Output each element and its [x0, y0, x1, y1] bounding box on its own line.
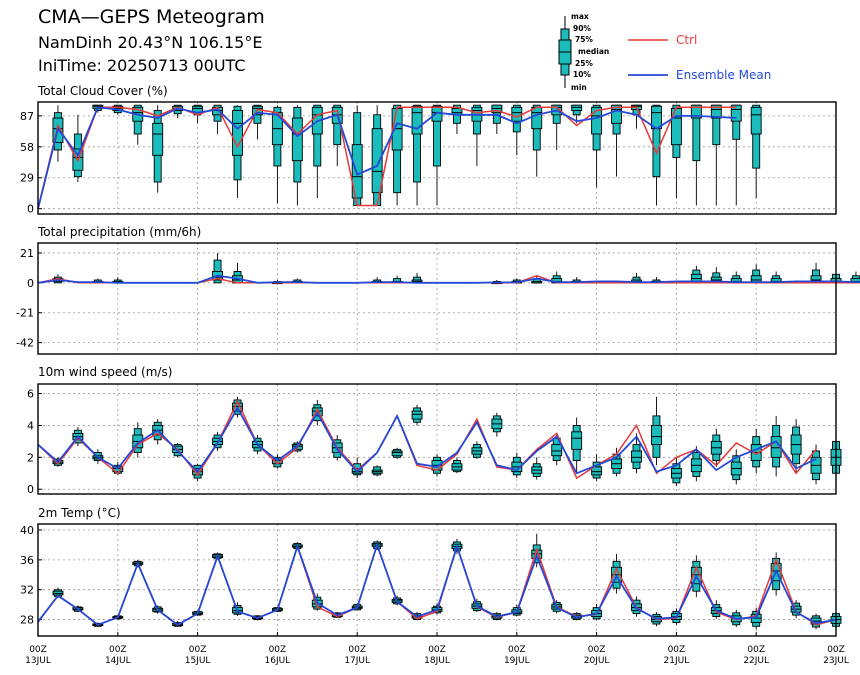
box-10-90 [433, 104, 441, 167]
box-25-75 [591, 106, 603, 135]
ensemble-mean-line [37, 542, 837, 626]
x-tick-label-hour: 00Z [588, 645, 606, 655]
box-25-75 [391, 450, 403, 457]
x-tick-label-hour: 00Z [29, 645, 47, 655]
x-tick-label-date: 22JUL [743, 656, 769, 666]
x-tick-label-date: 19JUL [504, 656, 530, 666]
x-tick-label-hour: 00Z [428, 645, 446, 655]
panel-2: 0 2 4 6 [27, 383, 842, 496]
box-25-75 [710, 104, 722, 119]
ctrl-line [37, 106, 737, 209]
panel-frame [37, 101, 837, 215]
y-tick-label: -21 [16, 307, 34, 320]
box-25-75 [411, 105, 423, 135]
box-25-75 [651, 424, 662, 446]
box-10-90 [752, 104, 761, 169]
x-tick-label-date: 15JUL [185, 656, 211, 666]
x-tick-label-hour: 00Z [508, 645, 526, 655]
y-tick-label: -42 [16, 337, 34, 350]
x-tick-label-hour: 00Z [348, 645, 366, 655]
legend-ctrl-label: Ctrl [676, 33, 697, 47]
x-tick-label-hour: 00Z [109, 645, 127, 655]
box-25-75 [551, 444, 563, 457]
panel-title-cloud: Total Cloud Cover (%) [38, 84, 168, 98]
key-label-3: median [578, 47, 609, 56]
box-10-90 [313, 104, 322, 167]
panel-frame [37, 242, 837, 355]
box-25-75 [411, 410, 423, 420]
panel-title-temp: 2m Temp (°C) [38, 506, 121, 520]
x-tick-label-date: 17JUL [344, 656, 370, 666]
box-10-90 [652, 104, 661, 178]
x-tick-label-date: 23JUL [823, 656, 849, 666]
x-tick-label-hour: 00Z [747, 645, 765, 655]
box-25-75 [690, 104, 702, 119]
y-tick-label: 87 [20, 110, 34, 123]
box-25-75 [591, 466, 603, 476]
y-tick-label: 58 [20, 141, 34, 154]
x-tick-label-date: 16JUL [265, 656, 291, 666]
y-tick-label: 6 [27, 388, 34, 401]
meteogram-title: CMA—GEPS Meteogram [38, 6, 265, 28]
key-label-5: 10% [573, 70, 591, 79]
x-tick-label-date: 13JUL [25, 656, 51, 666]
y-tick-label: 0 [27, 277, 34, 290]
y-tick-label: 29 [20, 172, 34, 185]
x-tick-label-hour: 00Z [269, 645, 287, 655]
y-tick-label: 2 [27, 451, 34, 464]
box-25-75 [631, 450, 642, 463]
y-tick-label: 21 [20, 247, 34, 260]
panel-title-wind: 10m wind speed (m/s) [38, 365, 173, 379]
x-tick-label-hour: 00Z [668, 645, 686, 655]
box-25-75 [730, 104, 742, 122]
key-label-0: max [571, 12, 589, 21]
panel-3: 28 32 36 40 [20, 523, 842, 637]
y-tick-label: 4 [27, 419, 34, 432]
box-25-75 [690, 273, 702, 282]
box-25-75 [611, 104, 622, 124]
x-tick-label-date: 14JUL [105, 656, 131, 666]
key-label-2: 75% [575, 35, 593, 44]
box-10-90 [413, 104, 421, 183]
y-tick-label: 32 [20, 584, 34, 597]
box-25-75 [750, 106, 762, 135]
box-25-75 [531, 106, 543, 130]
box-25-75 [152, 122, 164, 156]
key-label-1: 90% [573, 24, 591, 33]
panel-1: -42 -21 0 21 [16, 242, 860, 355]
x-tick-label-date: 20JUL [584, 656, 610, 666]
box-25-75 [511, 106, 523, 122]
key-label-6: min [571, 83, 587, 92]
y-tick-label: 40 [20, 524, 34, 537]
legend-mean-label: Ensemble Mean [676, 68, 771, 82]
box-25-75 [491, 104, 503, 114]
box-25-75 [371, 128, 383, 194]
box-25-75 [351, 144, 363, 199]
key-label-4: 25% [575, 59, 593, 68]
ensemble-mean-line [37, 406, 817, 475]
box-25-75 [232, 110, 243, 156]
x-tick-label-date: 21JUL [664, 656, 690, 666]
location-label: NamDinh 20.43°N 106.15°E [38, 33, 263, 52]
panel-frame [37, 383, 837, 495]
y-tick-label: 36 [20, 554, 34, 567]
y-tick-label: 0 [27, 483, 34, 496]
box-25-75 [571, 431, 583, 450]
y-tick-label: 0 [27, 203, 34, 216]
y-tick-label: 28 [20, 614, 34, 627]
x-tick-label-hour: 00Z [827, 645, 845, 655]
x-tick-label-date: 18JUL [424, 656, 450, 666]
box-key-legend: max 90% 75% median 25% 10% min [558, 12, 609, 92]
box-25-75 [571, 104, 583, 111]
panel-0: 0 29 58 87 [20, 101, 837, 216]
ensemble-mean-line [37, 106, 737, 209]
box-25-75 [291, 117, 303, 162]
ensemble-mean-line [37, 274, 860, 284]
init-time-label: IniTime: 20250713 00UTC [38, 56, 246, 75]
x-tick-label-hour: 00Z [189, 645, 207, 655]
panel-title-precip: Total precipitation (mm/6h) [38, 225, 202, 239]
